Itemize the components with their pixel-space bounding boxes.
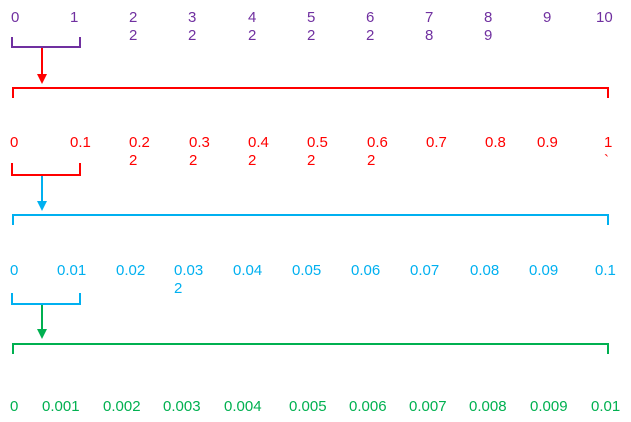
expanded-bracket-row3 (12, 214, 609, 225)
tick-sublabel: 2 (174, 280, 183, 297)
tick-label: 0.02 (116, 262, 146, 279)
tick-label: 7 (425, 9, 434, 26)
tick-label: 0.001 (42, 398, 80, 415)
tick-sublabel: 2 (366, 27, 375, 44)
tick-sublabel: 9 (484, 27, 493, 44)
tick-label: 0.5 (307, 134, 328, 151)
tick-label: 0.004 (224, 398, 262, 415)
tick-sublabel: 8 (425, 27, 434, 44)
tick-label: 0.05 (292, 262, 322, 279)
tick-label: 5 (307, 9, 316, 26)
tick-label: 10 (596, 9, 613, 26)
tick-label: 0.009 (530, 398, 568, 415)
tick-label: 4 (248, 9, 257, 26)
tick-label: 0.005 (289, 398, 327, 415)
tick-sublabel: 2 (188, 27, 197, 44)
tick-label: 0 (11, 9, 20, 26)
tick-label: 0.1 (595, 262, 616, 279)
tick-label: 0.007 (409, 398, 447, 415)
tick-label: 0.08 (470, 262, 500, 279)
tick-sublabel: 2 (129, 27, 138, 44)
tick-label: 0.04 (233, 262, 263, 279)
tick-label: 1 (70, 9, 79, 26)
tick-label: 3 (188, 9, 197, 26)
tick-label: 0 (10, 262, 19, 279)
tick-label: 0.06 (351, 262, 381, 279)
tick-sublabel: 2 (307, 27, 316, 44)
expanded-bracket-row4 (12, 343, 609, 354)
selection-bracket-row3 (11, 293, 81, 305)
tick-label: 2 (129, 9, 138, 26)
tick-sublabel: 2 (367, 152, 376, 169)
tick-label: 6 (366, 9, 375, 26)
tick-label: 0.07 (410, 262, 440, 279)
tick-label: 0.03 (174, 262, 204, 279)
expanded-bracket-row2 (12, 87, 609, 98)
tick-label: 1 (604, 134, 613, 151)
tick-label: 0.4 (248, 134, 269, 151)
tick-label: 0.006 (349, 398, 387, 415)
selection-bracket-row1 (11, 37, 81, 48)
tick-label: 0.2 (129, 134, 150, 151)
selection-bracket-row2 (11, 163, 81, 176)
tick-label: 9 (543, 9, 552, 26)
tick-label: 0.3 (189, 134, 210, 151)
tick-label: 8 (484, 9, 493, 26)
tick-label: 0.7 (426, 134, 447, 151)
tick-label: 0.01 (57, 262, 87, 279)
tick-sublabel: 2 (189, 152, 198, 169)
tick-sublabel: 2 (248, 152, 257, 169)
tick-label: 0.003 (163, 398, 201, 415)
tick-label: 0 (10, 134, 19, 151)
tick-sublabel: 2 (248, 27, 257, 44)
tick-label: 0.01 (591, 398, 621, 415)
tick-label: 0.008 (469, 398, 507, 415)
tick-label: 0.1 (70, 134, 91, 151)
tick-label: 0.09 (529, 262, 559, 279)
tick-label: 0.9 (537, 134, 558, 151)
tick-label: 0.6 (367, 134, 388, 151)
tick-sublabel: 2 (307, 152, 316, 169)
tick-label: 0 (10, 398, 19, 415)
tick-label: 0.002 (103, 398, 141, 415)
tick-sublabel: 2 (129, 152, 138, 169)
tick-sublabel: ` (604, 152, 609, 169)
tick-label: 0.8 (485, 134, 506, 151)
